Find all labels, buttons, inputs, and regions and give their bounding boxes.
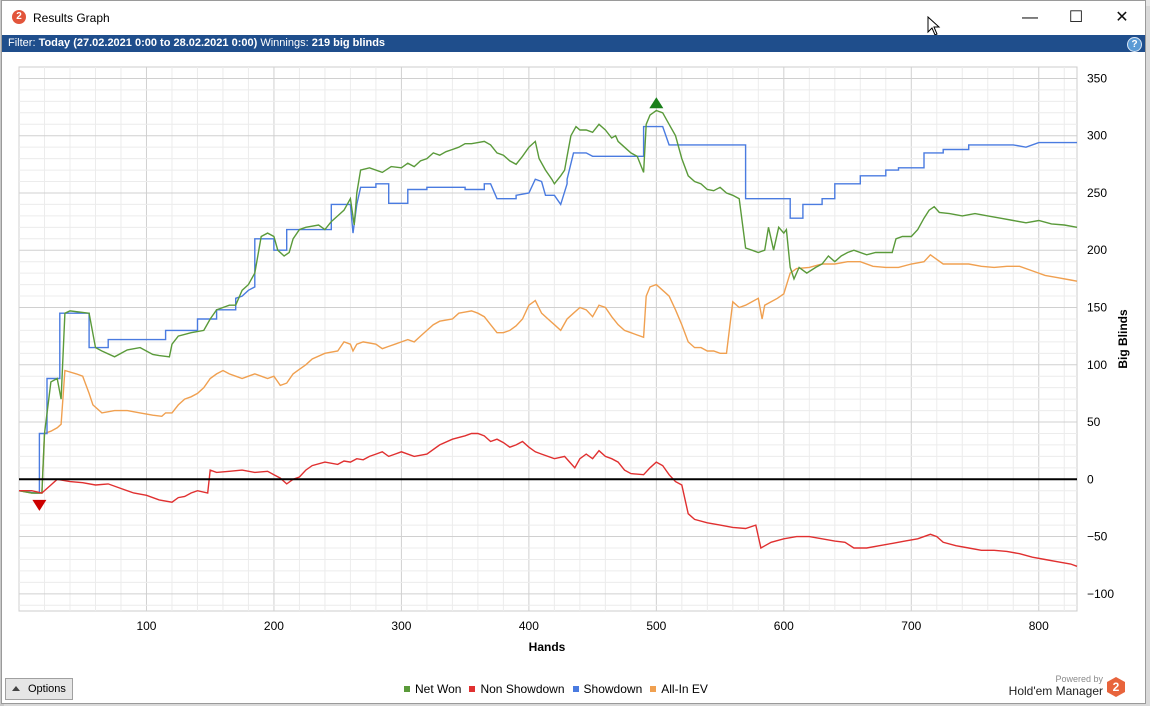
close-icon: ✕	[1115, 9, 1129, 26]
y-tick-label: 150	[1087, 301, 1107, 315]
x-tick-label: 700	[901, 619, 921, 633]
x-tick-label: 600	[774, 619, 794, 633]
x-tick-labels: 100 200 300 400 500 600 700 800	[136, 619, 1049, 633]
y-tick-label: 350	[1087, 71, 1107, 85]
powered-by-text: Powered by	[1055, 674, 1103, 684]
x-tick-label: 300	[391, 619, 411, 633]
title-bar[interactable]: 2 Results Graph — ☐ ✕	[2, 1, 1145, 35]
winnings-label: Winnings:	[260, 37, 309, 49]
help-icon[interactable]: ?	[1127, 37, 1142, 52]
filter-range: Today (27.02.2021 0:00 to 28.02.2021 0:0…	[38, 37, 258, 49]
x-tick-label: 800	[1029, 619, 1049, 633]
caret-up-icon	[12, 686, 20, 691]
brand-logo-icon: 2	[1107, 677, 1125, 697]
series-line-net-won	[18, 109, 1078, 494]
legend-item[interactable]: Net Won	[404, 682, 461, 696]
series-line-showdown	[18, 125, 1077, 494]
legend-label: Showdown	[583, 682, 643, 696]
series-line-non-showdown	[19, 432, 1078, 567]
window-title: Results Graph	[33, 11, 110, 25]
legend-label: All-In EV	[661, 682, 708, 696]
plot-area	[18, 66, 1078, 612]
legend-label: Non Showdown	[480, 682, 565, 696]
legend-swatch-icon	[404, 686, 410, 692]
series-line-all-in-ev	[18, 253, 1078, 494]
y-tick-label: −50	[1087, 530, 1108, 544]
y-tick-label: 100	[1087, 358, 1107, 372]
maximize-button[interactable]: ☐	[1053, 1, 1099, 35]
y-tick-label: 50	[1087, 415, 1101, 429]
hm2-app-icon: 2	[12, 10, 26, 24]
results-chart: 100 200 300 400 500 600 700 800 −100 −50 0 50 100 15…	[2, 52, 1147, 672]
legend-swatch-icon	[469, 686, 476, 692]
y-tick-labels: −100 −50 0 50 100 150 200 250 300 350	[1087, 71, 1114, 600]
legend-swatch-icon	[650, 686, 657, 692]
y-tick-label: 250	[1087, 186, 1107, 200]
winnings-value: 219 big blinds	[311, 37, 386, 49]
chart-svg: 100 200 300 400 500 600 700 800 −100 −50 0 50 100 15…	[18, 66, 1130, 654]
x-tick-label: 500	[646, 619, 666, 633]
x-axis-label: Hands	[529, 640, 566, 654]
y-tick-label: −100	[1087, 587, 1114, 601]
minimize-button[interactable]: —	[1007, 1, 1053, 35]
chart-markers	[32, 97, 664, 511]
chart-grid	[18, 67, 1077, 611]
chart-legend: Net Won Non Showdown Showdown All-In EV	[404, 682, 716, 696]
y-axis-label: Big Blinds	[1116, 309, 1130, 369]
min-marker-icon	[32, 499, 47, 511]
legend-swatch-icon	[572, 686, 579, 692]
brand-name: Hold'em Manager	[1008, 684, 1103, 698]
x-tick-label: 100	[136, 619, 156, 633]
legend-item[interactable]: All-In EV	[650, 682, 708, 696]
legend-item[interactable]: Showdown	[572, 682, 643, 696]
close-button[interactable]: ✕	[1099, 1, 1145, 35]
legend-label: Net Won	[415, 682, 462, 696]
y-tick-label: 200	[1087, 243, 1107, 257]
mouse-cursor-icon	[927, 16, 941, 36]
y-tick-label: 0	[1087, 472, 1094, 486]
options-button[interactable]: Options	[5, 678, 73, 700]
maximize-icon: ☐	[1068, 9, 1084, 26]
filter-bar: Filter: Today (27.02.2021 0:00 to 28.02.…	[2, 35, 1145, 52]
x-tick-label: 400	[519, 619, 539, 633]
filter-prefix: Filter:	[8, 37, 36, 49]
x-tick-label: 200	[264, 619, 284, 633]
legend-item[interactable]: Non Showdown	[469, 682, 565, 696]
brand-block: Powered by Hold'em Manager 2	[985, 672, 1125, 705]
footer-bar: Options Net Won Non Showdown Showdown All-I…	[2, 672, 1145, 705]
minimize-icon: —	[1022, 9, 1038, 26]
options-label: Options	[28, 683, 66, 695]
chart-series	[18, 109, 1078, 567]
max-marker-icon	[649, 97, 664, 109]
y-tick-label: 300	[1087, 129, 1107, 143]
